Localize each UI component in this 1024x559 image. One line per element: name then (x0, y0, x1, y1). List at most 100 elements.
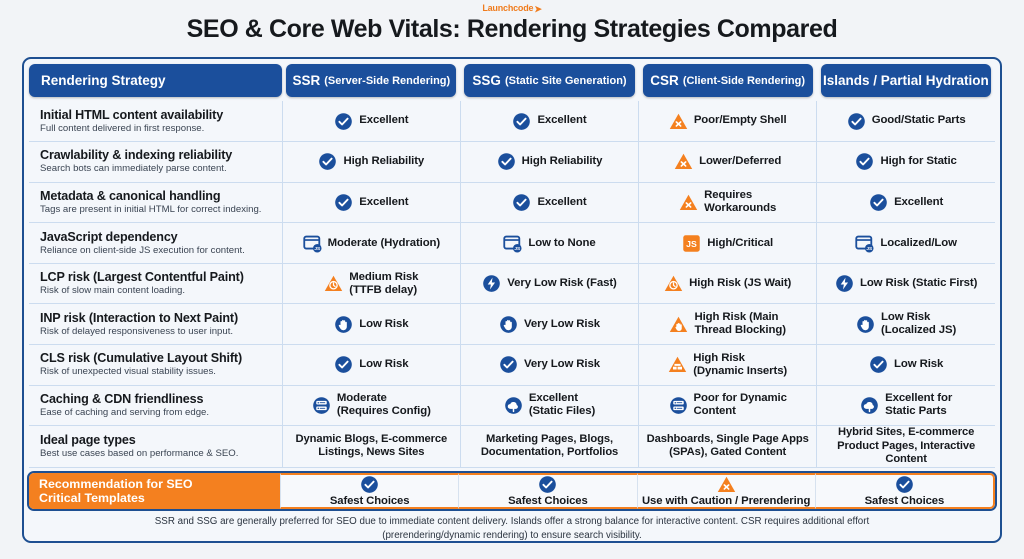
cell-text: High Risk (JS Wait) (689, 277, 792, 290)
cell-text: High Reliability (343, 155, 425, 168)
row-label-subtitle: Best use cases based on performance & SE… (40, 447, 239, 459)
cell-content: Low Risk (287, 355, 456, 374)
cell-content: High Reliability (287, 152, 456, 171)
row-label-subtitle: Search bots can immediately parse conten… (40, 163, 227, 175)
cell-text: Excellent (359, 114, 409, 127)
row-label-title: INP risk (Interaction to Next Paint) (40, 310, 239, 325)
cell-text: Marketing Pages, Blogs, Documentation, Po… (480, 432, 619, 459)
check-circle-icon (538, 475, 557, 494)
svg-text:JS: JS (686, 239, 697, 249)
cell-text: Dynamic Blogs, E-commerce Listings, News … (295, 432, 448, 459)
recommendation-cell-text: Use with Caution / Prerendering (641, 494, 811, 507)
recommendation-cell: Safest Choices (280, 473, 459, 509)
cell-content: High Risk (Main Thread Blocking) (643, 311, 812, 337)
swoosh-icon: ➤ (534, 4, 542, 14)
row-label-cell: Ideal page types Best use cases based on … (29, 425, 283, 468)
cell-content: Excellent (465, 193, 634, 212)
check-circle-icon (334, 193, 353, 212)
column-header-sub: (Server-Side Rendering) (324, 74, 451, 87)
table-cell: Low Risk (816, 344, 995, 386)
table-header: Rendering Strategy SSR (Server-Side Render… (29, 64, 995, 101)
bolt-circle-icon (835, 274, 854, 293)
cell-text: Excellent (537, 195, 587, 208)
cell-content: Excellent (Static Files) (465, 392, 634, 418)
cell-content: High for Static (821, 152, 991, 171)
cell-text: Lower/Deferred (699, 155, 782, 168)
table-row: LCP risk (Largest Contentful Paint) Risk … (29, 262, 995, 304)
check-circle-icon (512, 112, 531, 131)
row-label-subtitle: Risk of unexpected visual stability issu… (40, 366, 216, 378)
column-header-strategy: Rendering Strategy (29, 64, 283, 101)
row-label-title: Ideal page types (40, 432, 136, 447)
cell-text: Low Risk (359, 317, 409, 330)
recommendation-label-line1: Recommendation for SEO (39, 476, 193, 491)
bolt-circle-icon (482, 274, 501, 293)
cell-text: Poor for Dynamic Content (693, 392, 787, 418)
table-row: Crawlability & indexing reliability Searc… (29, 141, 995, 183)
cell-text: Excellent (537, 114, 587, 127)
cell-text: Excellent for Static Parts (885, 392, 953, 418)
comparison-table: Rendering Strategy SSR (Server-Side Render… (29, 64, 995, 510)
column-header-main: Rendering Strategy (41, 73, 166, 88)
cloud-upload-circle-icon (860, 396, 879, 415)
table-cell: Low Risk (Static First) (816, 262, 995, 304)
column-header-main: SSG (472, 73, 501, 88)
table-cell: Hybrid Sites, E-commerce Product Pages, I… (816, 425, 995, 468)
check-circle-icon (855, 152, 874, 171)
row-label-subtitle: Risk of slow main content loading. (40, 285, 186, 297)
warning-x-triangle-icon (669, 112, 688, 131)
cell-text: Good/Static Parts (871, 114, 966, 127)
hand-circle-icon (334, 315, 353, 334)
hand-triangle-icon (669, 315, 688, 334)
cell-content: Moderate (Requires Config) (287, 392, 456, 418)
column-header-ssr: SSR (Server-Side Rendering) (282, 64, 460, 101)
hand-circle-icon (856, 315, 875, 334)
cell-content: Medium Risk (TTFB delay) (287, 271, 456, 297)
table-cell: Low Risk (281, 344, 461, 386)
svg-text:JS: JS (867, 246, 873, 252)
table-cell: Moderate (Requires Config) (281, 384, 461, 426)
row-label-title: JavaScript dependency (40, 229, 178, 244)
cell-content: High Reliability (465, 152, 634, 171)
cell-content: Requires Workarounds (643, 189, 812, 215)
cell-text: Very Low Risk (524, 317, 600, 330)
recommendation-cell-text: Safest Choices (329, 494, 410, 507)
table-cell: High Reliability (459, 141, 639, 183)
table-cell: JS Low to None (459, 222, 639, 264)
table-row: JavaScript dependency Reliance on client-… (29, 222, 995, 264)
table-cell: High Risk (Dynamic Inserts) (638, 344, 817, 386)
cell-text: Very Low Risk (524, 358, 600, 371)
cell-text: Low Risk (894, 358, 944, 371)
cell-content: High Risk (Dynamic Inserts) (643, 352, 812, 378)
row-label-subtitle: Reliance on client-side JS execution for… (40, 244, 245, 256)
clock-triangle-icon (664, 274, 683, 293)
warning-x-triangle-icon (717, 475, 736, 494)
row-label-cell: INP risk (Interaction to Next Paint) Risk… (29, 303, 283, 345)
column-header-csr: CSR (Client-Side Rendering) (639, 64, 817, 101)
column-header-cell: SSR (Server-Side Rendering) (286, 64, 457, 97)
check-circle-icon (334, 112, 353, 131)
row-label-cell: CLS risk (Cumulative Layout Shift) Risk o… (29, 344, 283, 386)
row-label-cell: JavaScript dependency Reliance on client-… (29, 222, 283, 264)
table-cell: High for Static (816, 141, 995, 183)
cell-content: Poor for Dynamic Content (643, 392, 812, 418)
cell-content: Poor/Empty Shell (643, 112, 812, 131)
table-cell: Dashboards, Single Page Apps (SPAs), Gate… (638, 425, 817, 468)
server-circle-icon (669, 396, 688, 415)
server-circle-icon (312, 396, 331, 415)
js-square-icon: JS (682, 234, 701, 253)
column-header-sub: (Client-Side Rendering) (682, 74, 806, 87)
row-label-subtitle: Ease of caching and serving from edge. (40, 407, 210, 418)
cell-content: High Risk (JS Wait) (643, 274, 812, 293)
row-label-title: LCP risk (Largest Contentful Paint) (40, 270, 244, 285)
column-header-main: CSR (650, 73, 679, 88)
clock-triangle-icon (324, 274, 343, 293)
cell-text: Moderate (Requires Config) (336, 392, 431, 418)
table-row: Initial HTML content availability Full co… (29, 101, 995, 142)
cell-text: Low to None (528, 236, 596, 249)
table-cell: Low Risk (Localized JS) (816, 303, 995, 345)
cell-text: High Reliability (521, 155, 603, 168)
column-header-main: Islands / Partial Hydration (822, 73, 989, 88)
cell-content: Low Risk (287, 315, 456, 334)
row-label-cell: Metadata & canonical handling Tags are pr… (29, 181, 283, 223)
